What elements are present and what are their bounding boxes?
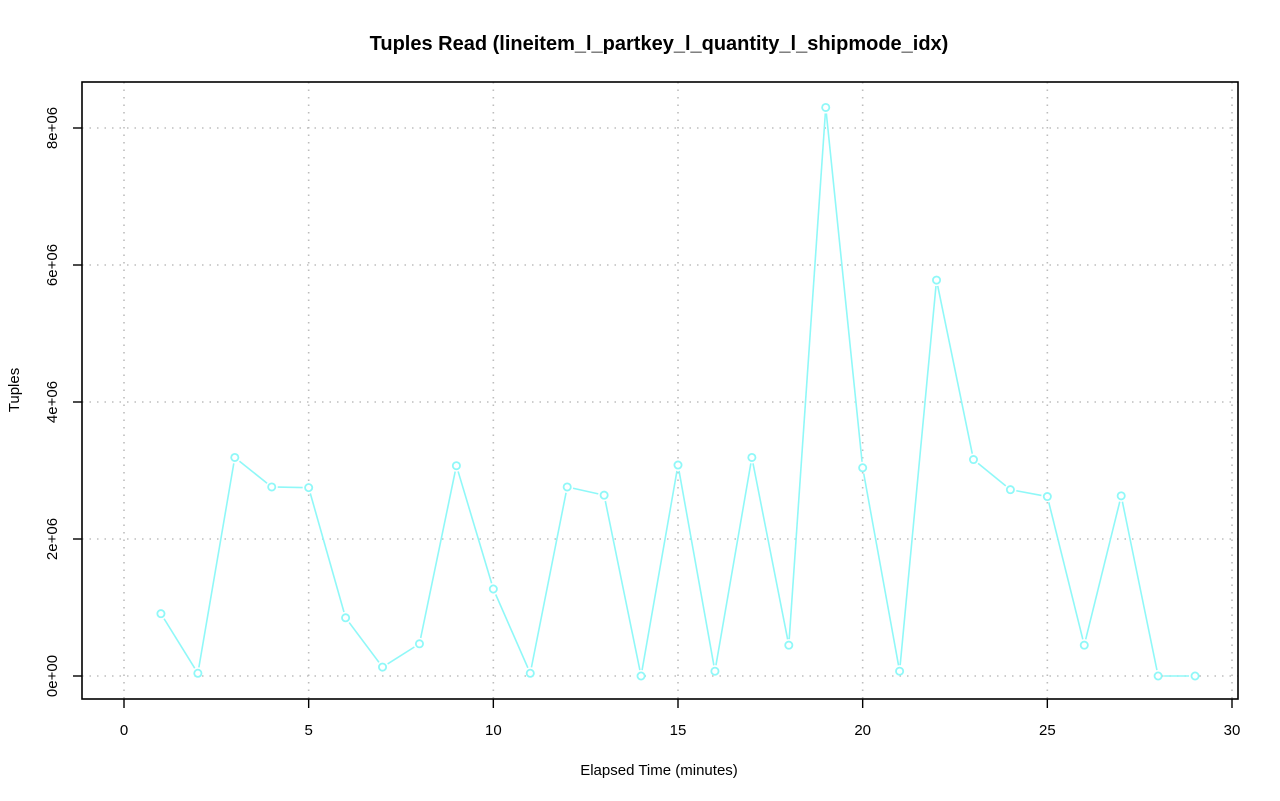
data-point bbox=[821, 102, 831, 112]
data-point bbox=[525, 668, 535, 678]
data-point bbox=[636, 671, 646, 681]
y-tick-label: 6e+06 bbox=[44, 244, 61, 286]
data-point bbox=[451, 461, 461, 471]
y-axis-label: Tuples bbox=[6, 368, 23, 412]
series-line-segment bbox=[899, 285, 937, 666]
series-line-segment bbox=[1016, 489, 1042, 497]
data-point bbox=[1153, 671, 1163, 681]
series-line-segment bbox=[715, 463, 752, 666]
y-tick-label: 4e+06 bbox=[44, 381, 61, 423]
x-tick-label: 15 bbox=[670, 722, 687, 739]
series-line-segment bbox=[788, 113, 827, 640]
data-point bbox=[414, 639, 424, 649]
data-point bbox=[858, 463, 868, 473]
series-line-segment bbox=[1121, 501, 1158, 671]
series-line-segment bbox=[572, 487, 599, 495]
x-axis-label: Elapsed Time (minutes) bbox=[580, 762, 738, 779]
series-line-segment bbox=[977, 462, 1007, 487]
data-point bbox=[599, 490, 609, 500]
series-line-segment bbox=[163, 618, 196, 669]
x-tick-label: 0 bbox=[120, 722, 128, 739]
data-point bbox=[895, 666, 905, 676]
data-point bbox=[932, 275, 942, 285]
data-point bbox=[1116, 491, 1126, 501]
y-tick-label: 2e+06 bbox=[44, 518, 61, 560]
data-point bbox=[378, 662, 388, 672]
data-point bbox=[156, 609, 166, 619]
x-tick-label: 5 bbox=[304, 722, 312, 739]
series-line-segment bbox=[198, 463, 235, 668]
y-tick-label: 8e+06 bbox=[44, 107, 61, 149]
data-point bbox=[1079, 640, 1089, 650]
data-point bbox=[193, 668, 203, 678]
axis-ticks: 0 5 10 15 20 25 30 0e+00 2e+06 4e+06 6e+06 8e+06 bbox=[44, 107, 1240, 739]
series-line-segment bbox=[825, 113, 863, 462]
data-point bbox=[267, 482, 277, 492]
y-tick-label: 0e+00 bbox=[44, 655, 61, 697]
data-point bbox=[710, 666, 720, 676]
data-point bbox=[747, 452, 757, 462]
data-point bbox=[1042, 492, 1052, 502]
data-point bbox=[341, 613, 351, 623]
series-line-segment bbox=[641, 470, 678, 671]
chart-title: Tuples Read (lineitem_l_partkey_l_quanti… bbox=[370, 33, 949, 55]
series-line-segment bbox=[752, 463, 789, 640]
series-line-segment bbox=[530, 492, 567, 668]
series-line-segment bbox=[238, 460, 268, 484]
series-line-segment bbox=[387, 646, 415, 665]
series-line-segment bbox=[495, 594, 529, 669]
x-tick-label: 20 bbox=[854, 722, 871, 739]
series-line-segment bbox=[678, 470, 715, 666]
series-line-segment bbox=[457, 471, 493, 584]
x-tick-label: 10 bbox=[485, 722, 502, 739]
data-point bbox=[784, 640, 794, 650]
data-point bbox=[230, 452, 240, 462]
data-point bbox=[673, 460, 683, 470]
data-point bbox=[968, 455, 978, 465]
series-line-segment bbox=[419, 471, 456, 639]
x-tick-label: 25 bbox=[1039, 722, 1056, 739]
data-point bbox=[304, 483, 314, 493]
series-line-segment bbox=[936, 285, 974, 454]
series-line-segment bbox=[1084, 501, 1121, 640]
series-line-segment bbox=[348, 622, 380, 663]
series bbox=[156, 102, 1200, 681]
series-line-segment bbox=[862, 473, 900, 666]
x-tick-label: 30 bbox=[1224, 722, 1241, 739]
data-point bbox=[1005, 485, 1015, 495]
series-line-segment bbox=[604, 500, 641, 671]
data-point bbox=[562, 482, 572, 492]
series-line-segment bbox=[1048, 502, 1084, 640]
data-point bbox=[488, 584, 498, 594]
grid bbox=[82, 82, 1238, 699]
series-line-segment bbox=[309, 493, 345, 613]
plot-frame bbox=[81, 81, 1239, 700]
data-point bbox=[1190, 671, 1200, 681]
